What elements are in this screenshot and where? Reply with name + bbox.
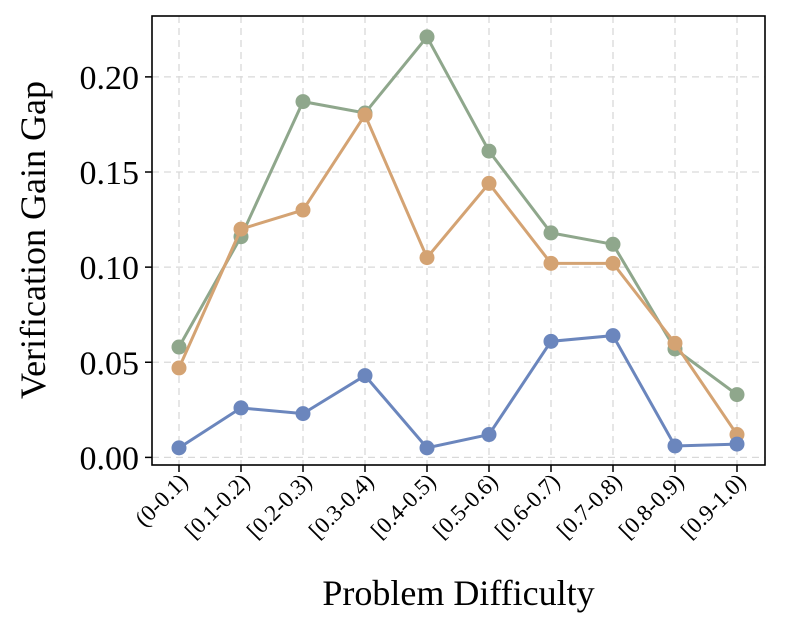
y-tick-label: 0.20 [80, 60, 140, 97]
x-tick-label: [0.1-0.2) [180, 469, 255, 544]
plot-frame [151, 15, 766, 466]
y-axis: 0.00 0.05 0.10 0.15 0.20 [80, 60, 152, 477]
x-tick-label: [0.5-0.6) [428, 469, 503, 544]
series-blue [171, 328, 745, 456]
series-blue-point [295, 406, 311, 422]
x-axis: (0-0.1)[0.1-0.2)[0.2-0.3)[0.3-0.4)[0.4-0… [130, 465, 751, 544]
series-green-point [171, 339, 187, 355]
series-orange-point [481, 175, 497, 191]
series-green-point [605, 236, 621, 252]
x-axis-title: Problem Difficulty [322, 573, 594, 613]
x-tick-label: [0.2-0.3) [242, 469, 317, 544]
series-orange-point [667, 335, 683, 351]
series-blue-point [233, 400, 249, 416]
series-orange-point [605, 255, 621, 271]
series-orange-point [233, 221, 249, 237]
series-blue-point [605, 328, 621, 344]
y-tick-label: 0.00 [80, 440, 140, 477]
series-blue-point [543, 333, 559, 349]
series-green-point [543, 225, 559, 241]
series-orange [171, 107, 745, 443]
series-green-point [419, 29, 435, 45]
series-orange-point [295, 202, 311, 218]
series-orange-point [543, 255, 559, 271]
series-blue-point [357, 368, 373, 384]
series-blue-point [481, 427, 497, 443]
x-tick-label: [0.7-0.8) [552, 469, 627, 544]
series-blue-point [419, 440, 435, 456]
y-tick-label: 0.15 [80, 155, 140, 192]
series-orange-point [419, 250, 435, 266]
series-blue-point [729, 436, 745, 452]
y-axis-title: Verification Gain Gap [13, 81, 53, 399]
series-blue-point [667, 438, 683, 454]
series-blue-point [171, 440, 187, 456]
grid [152, 16, 765, 465]
x-tick-label: [0.8-0.9) [614, 469, 689, 544]
x-tick-label: [0.9-1.0) [676, 469, 751, 544]
x-tick-label: [0.6-0.7) [490, 469, 565, 544]
y-tick-label: 0.10 [80, 250, 140, 287]
series-orange-point [171, 360, 187, 376]
y-tick-label: 0.05 [80, 345, 140, 382]
series-green-point [729, 387, 745, 403]
series-green-point [481, 143, 497, 159]
series-orange-line [177, 111, 739, 436]
series-orange-point [357, 107, 373, 123]
series-green-line [177, 34, 738, 396]
x-tick-label: [0.3-0.4) [304, 469, 379, 544]
series-layer [171, 29, 745, 456]
series-blue-line [178, 334, 738, 450]
series-green-point [295, 94, 311, 110]
series-green [171, 29, 745, 403]
x-tick-label: [0.4-0.5) [366, 469, 441, 544]
